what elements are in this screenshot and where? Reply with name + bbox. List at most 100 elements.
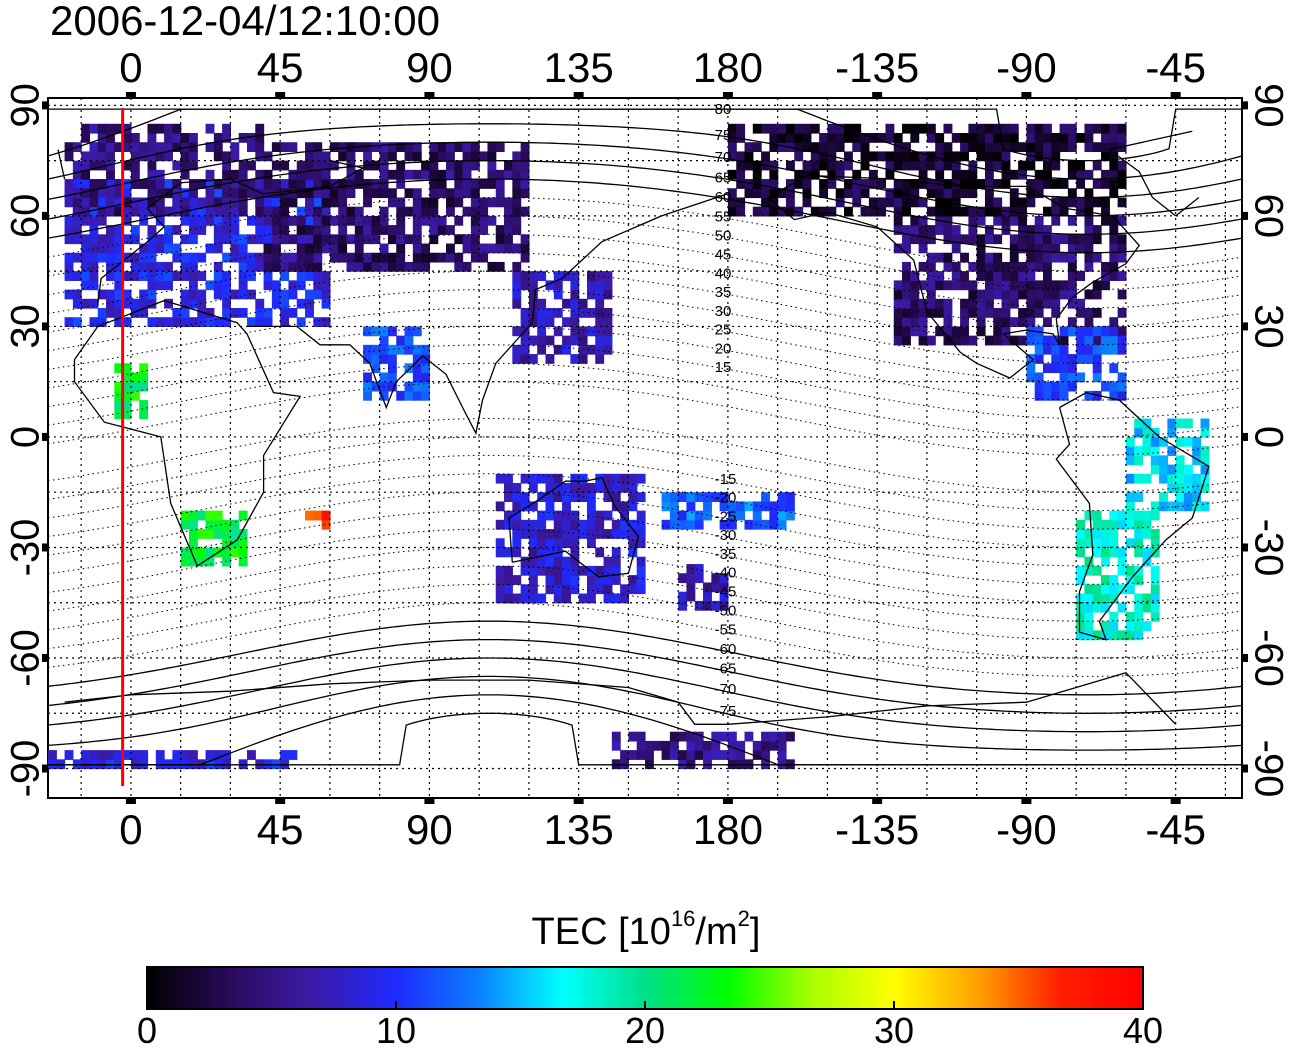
tec-cell xyxy=(180,142,190,153)
tec-cell xyxy=(1084,142,1094,153)
tec-cell xyxy=(213,750,223,760)
tec-cell xyxy=(1051,298,1061,309)
tec-cell xyxy=(1092,565,1102,576)
tec-cell xyxy=(280,160,290,171)
tec-cell xyxy=(968,179,978,189)
tec-cell xyxy=(537,473,547,484)
tec-cell xyxy=(520,280,530,291)
tec-cell xyxy=(404,169,414,180)
tec-cell xyxy=(72,225,82,235)
tec-cell xyxy=(81,298,91,309)
tec-cell xyxy=(586,483,596,493)
tec-cell xyxy=(628,492,638,503)
tec-cell xyxy=(188,280,198,291)
tec-cell xyxy=(1059,142,1069,153)
tec-cell xyxy=(586,529,596,539)
tec-cell xyxy=(545,556,555,567)
tec-cell xyxy=(827,206,837,217)
tec-cell xyxy=(172,271,182,281)
tec-cell xyxy=(321,519,331,530)
tec-cell xyxy=(288,252,298,263)
tec-cell xyxy=(570,538,580,549)
tec-cell xyxy=(669,750,679,760)
tec-cell xyxy=(197,197,207,208)
mag-lat-label: -60 xyxy=(715,641,737,658)
tec-cell xyxy=(844,179,853,189)
tec-cell xyxy=(1043,344,1052,355)
tec-cell xyxy=(553,492,563,503)
tec-cell xyxy=(603,556,613,567)
tec-cell xyxy=(172,243,182,254)
tec-cell xyxy=(106,197,115,208)
tec-cell xyxy=(1150,446,1160,456)
tec-cell xyxy=(1067,188,1077,199)
tec-cell xyxy=(114,750,124,760)
tec-region-south-america-south xyxy=(1076,510,1160,641)
tec-cell xyxy=(993,308,1003,318)
tec-cell xyxy=(785,510,795,521)
tec-cell xyxy=(968,133,978,143)
tec-cell xyxy=(844,133,853,143)
tec-cell xyxy=(421,252,431,263)
tec-cell xyxy=(180,261,190,272)
tec-cell xyxy=(197,179,207,189)
tec-cell xyxy=(586,575,596,585)
tec-cell xyxy=(247,133,256,143)
tec-cell xyxy=(926,123,936,134)
tec-cell xyxy=(1109,252,1119,263)
tec-cell xyxy=(147,234,157,245)
tec-cell xyxy=(810,123,820,134)
tec-cell xyxy=(222,547,232,558)
tec-cell xyxy=(868,197,878,208)
tec-cell xyxy=(495,234,505,245)
tec-cell xyxy=(1109,363,1119,374)
tec-cell xyxy=(172,225,182,235)
tec-cell xyxy=(537,335,547,346)
tec-cell xyxy=(446,252,455,263)
tec-cell xyxy=(188,298,198,309)
tec-cell xyxy=(860,151,870,162)
tec-cell xyxy=(984,142,994,153)
tec-cell xyxy=(520,335,530,346)
tec-cell xyxy=(528,483,538,493)
tec-cell xyxy=(984,271,994,281)
tec-cell xyxy=(396,160,406,171)
tec-cell xyxy=(487,160,497,171)
tec-cell xyxy=(943,280,953,291)
tec-cell xyxy=(512,271,522,281)
tec-cell xyxy=(404,142,414,153)
tec-cell xyxy=(570,335,580,346)
colorbar-tick-label: 10 xyxy=(375,1010,417,1051)
tec-cell xyxy=(528,529,538,539)
tec-cell xyxy=(976,261,986,272)
tec-cell xyxy=(280,271,290,281)
tec-cell xyxy=(918,225,928,235)
tec-cell xyxy=(305,261,314,272)
tec-cell xyxy=(1043,234,1052,245)
tec-cell xyxy=(1076,197,1086,208)
tec-cell xyxy=(97,234,107,245)
tec-cell xyxy=(918,197,928,208)
tec-cell xyxy=(926,133,936,143)
tec-cell xyxy=(64,289,74,300)
tec-cell xyxy=(1043,151,1052,162)
tec-cell xyxy=(188,317,198,328)
tec-cell xyxy=(1043,179,1052,189)
tec-cell xyxy=(512,169,522,180)
tec-cell xyxy=(844,160,853,171)
right-tick xyxy=(1242,211,1248,220)
tec-cell xyxy=(288,169,298,180)
tec-cell xyxy=(147,197,157,208)
tec-cell xyxy=(1043,289,1052,300)
tec-cell xyxy=(89,280,99,291)
tec-cell xyxy=(1092,538,1102,549)
tec-cell xyxy=(255,317,265,328)
tec-cell xyxy=(951,280,961,291)
tec-cell xyxy=(620,593,630,604)
tec-cell xyxy=(354,243,364,254)
tec-cell xyxy=(1084,611,1094,622)
tec-cell xyxy=(122,179,132,189)
tec-cell xyxy=(72,160,82,171)
tec-cell xyxy=(902,142,911,153)
tec-cell xyxy=(280,298,290,309)
